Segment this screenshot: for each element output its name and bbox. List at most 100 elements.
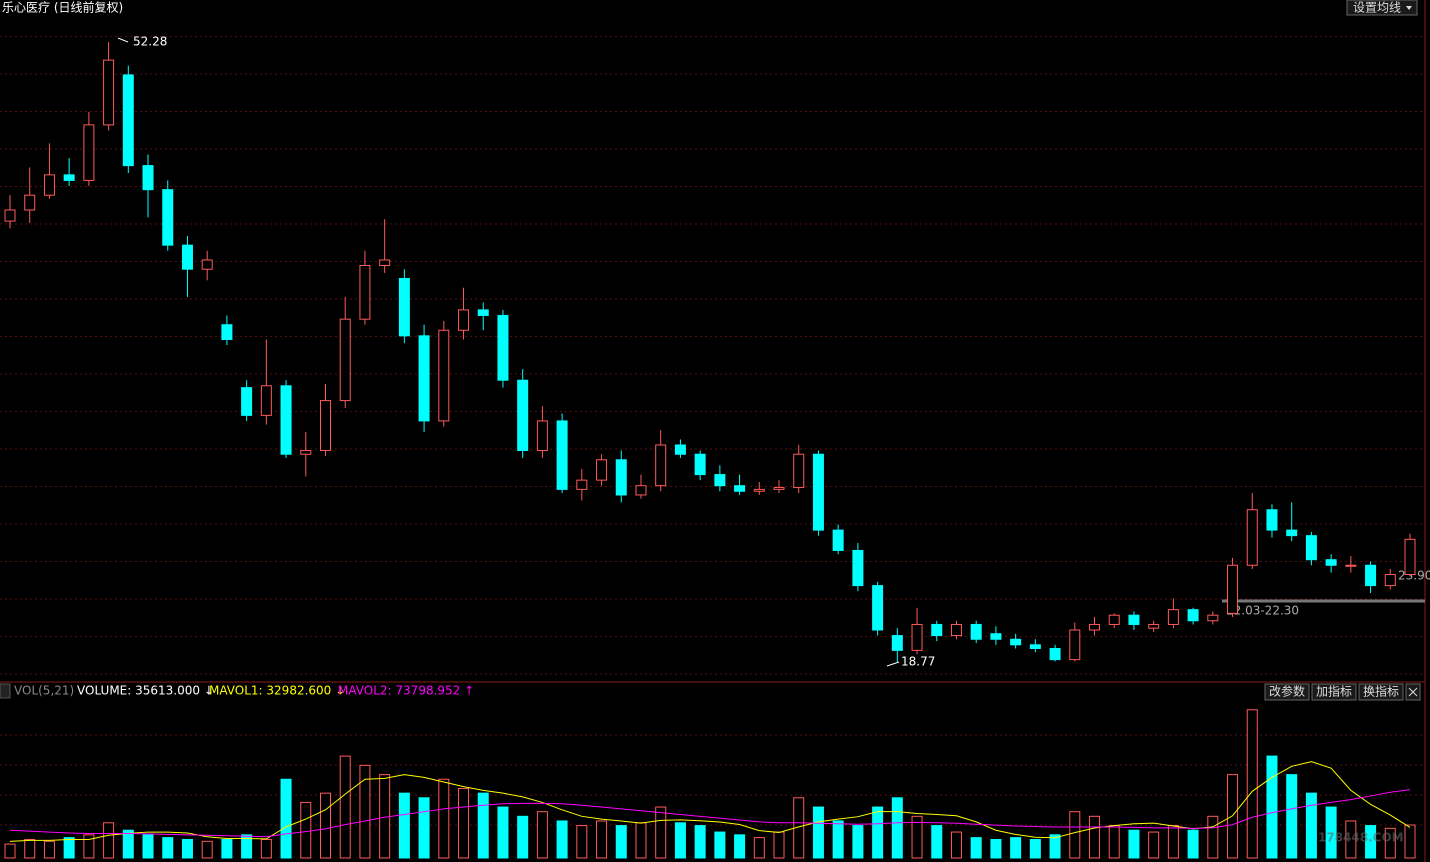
volume-bar: [1167, 825, 1179, 859]
candle-body: [1305, 535, 1317, 561]
volume-bar: [950, 831, 962, 859]
volume-bar: [1266, 755, 1278, 859]
panel-button-label[interactable]: 改参数: [1269, 684, 1305, 699]
volume-bar: [1069, 811, 1081, 859]
volume-bar: [832, 820, 844, 859]
candle-body: [655, 444, 667, 487]
volume-bar: [221, 838, 233, 859]
candle-body: [438, 329, 450, 422]
volume-bar: [536, 811, 548, 859]
volume-bar: [122, 829, 134, 859]
candle-body: [891, 635, 903, 651]
volume-bar: [1305, 792, 1317, 859]
volume-bar: [556, 820, 568, 859]
volume-bar: [24, 838, 36, 859]
chart-title: 乐心医疗 (日线前复权): [2, 0, 123, 15]
volume-bar: [1089, 815, 1101, 859]
candle-body: [1227, 564, 1239, 614]
volume-bar: [891, 797, 903, 859]
candle-body: [497, 314, 509, 381]
volume-bar: [319, 792, 331, 859]
volume-bar: [872, 806, 884, 859]
candle-body: [990, 633, 1002, 640]
candle-body: [1207, 614, 1219, 622]
volume-bar: [852, 825, 864, 859]
volume-bar: [576, 825, 588, 859]
volume-bar: [339, 755, 351, 859]
panel-button-label[interactable]: 加指标: [1316, 684, 1352, 699]
volume-bar: [280, 778, 292, 859]
volume-bar: [1108, 825, 1120, 859]
volume-bar: [734, 834, 746, 859]
candle-body: [734, 485, 746, 492]
volume-bar: [103, 822, 115, 859]
ma-button-label[interactable]: 设置均线: [1353, 1, 1401, 15]
price-grid: [0, 20, 1425, 680]
volume-bar: [1207, 815, 1219, 859]
volume-bar: [714, 831, 726, 859]
panel-button[interactable]: [1358, 683, 1404, 701]
candle-body: [635, 485, 647, 496]
candle-body: [1167, 609, 1179, 625]
candle-body: [458, 309, 470, 331]
panel-button[interactable]: [1311, 683, 1357, 701]
candle-body: [1384, 574, 1396, 587]
volume-bar: [517, 815, 529, 859]
candle-body: [694, 453, 706, 476]
volume-bar: [1049, 834, 1061, 859]
candle-body: [793, 453, 805, 489]
candle-body: [674, 444, 686, 455]
candle-body: [260, 385, 272, 416]
panel-button[interactable]: [1264, 683, 1310, 701]
volume-bar: [83, 834, 95, 859]
candle-body: [1246, 509, 1258, 566]
volume-bar: [359, 764, 371, 859]
candle-body: [24, 194, 36, 211]
candle-body: [911, 623, 923, 651]
candle-body: [339, 318, 351, 402]
close-icon: [1408, 687, 1418, 697]
candle-body: [4, 209, 16, 222]
candle-body: [1128, 614, 1140, 625]
volume-bar: [635, 822, 647, 859]
help-button[interactable]: [0, 683, 11, 699]
candle-body: [201, 259, 213, 270]
candle-body: [536, 420, 548, 452]
candle-body: [221, 324, 233, 341]
panel-button-label[interactable]: 换指标: [1363, 684, 1399, 699]
candle-body: [1286, 529, 1298, 537]
vol-value: VOLUME: 35613.000 ↓: [77, 684, 214, 698]
volume-bar: [142, 834, 154, 859]
volume-bar: [300, 801, 312, 859]
candle-body: [852, 549, 864, 587]
volume-bar: [911, 815, 923, 859]
volume-bar: [1404, 824, 1416, 859]
candle-body: [122, 74, 134, 167]
candle-body: [1029, 644, 1041, 650]
volume-bar: [43, 840, 55, 859]
volume-bar: [596, 820, 608, 859]
ma-line: [9, 761, 1411, 842]
candle-body: [615, 459, 627, 496]
candle-body: [970, 623, 982, 640]
volume-bar: [694, 825, 706, 859]
candle-body: [142, 165, 154, 191]
watermark: 178448.COM: [1318, 831, 1404, 845]
candle-body: [596, 459, 608, 481]
volume-bar: [970, 837, 982, 859]
candle-body: [1108, 614, 1120, 625]
high-annotation: 52.28: [133, 35, 167, 49]
pointer: [886, 661, 900, 667]
volume-bar: [753, 837, 765, 859]
volume-bar: [1325, 806, 1337, 859]
candle-body: [398, 277, 410, 337]
candle-body: [477, 309, 489, 316]
candle-body: [773, 487, 785, 490]
volume-bar: [990, 838, 1002, 859]
candle-body: [872, 585, 884, 631]
volume-bar: [398, 792, 410, 859]
dropdown-arrow: [1406, 6, 1412, 10]
candle-body: [359, 265, 371, 320]
candle-body: [241, 387, 253, 416]
ma-button[interactable]: [1346, 0, 1418, 16]
